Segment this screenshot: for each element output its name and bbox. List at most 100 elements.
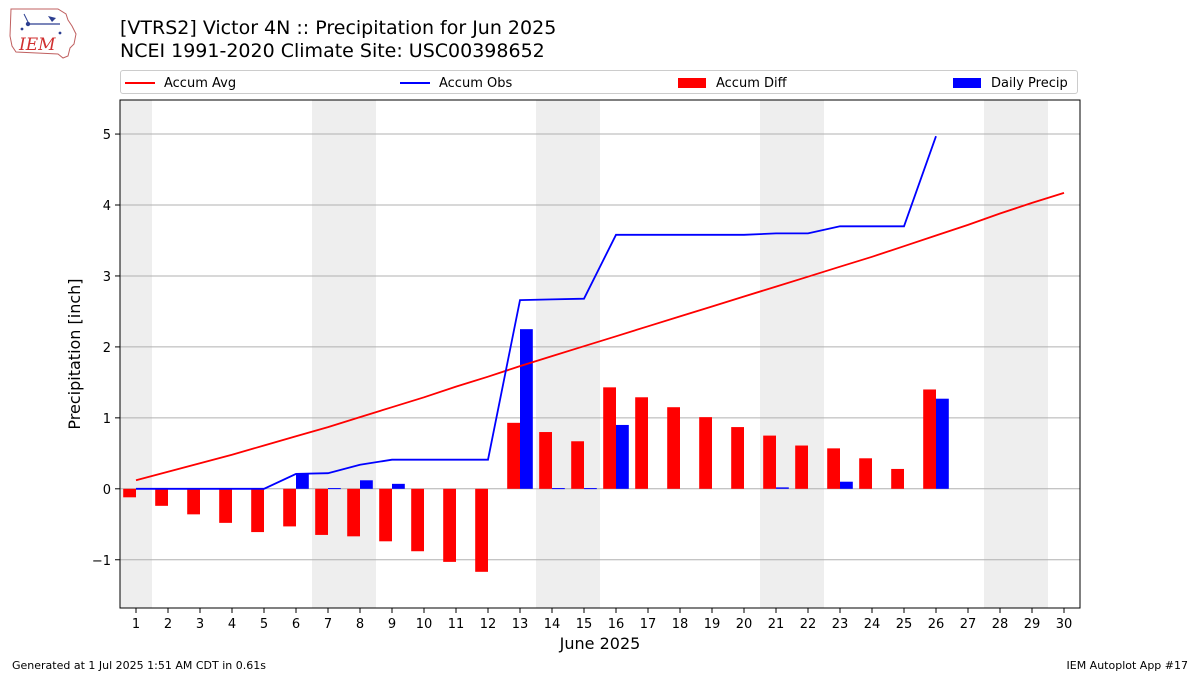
accum-diff-bar [443, 488, 456, 562]
daily-precip-bar [328, 488, 341, 490]
legend-item-accum-obs: Accum Obs [400, 74, 512, 92]
accum-diff-bar [219, 488, 232, 523]
legend: Accum Avg Accum Obs Accum Diff Daily Pre… [120, 70, 1078, 94]
weekend-shade [536, 100, 568, 608]
x-tick-label: 23 [832, 617, 849, 632]
accum-diff-bar [731, 427, 744, 489]
accum-diff-bar [571, 441, 584, 489]
weekend-shade [568, 100, 600, 608]
accum-diff-bar [475, 488, 488, 572]
x-tick-label: 14 [544, 617, 561, 632]
daily-precip-bar [392, 483, 405, 489]
daily-precip-bar [584, 488, 597, 490]
x-tick-label: 13 [512, 617, 529, 632]
x-tick-label: 16 [608, 617, 625, 632]
x-tick-label: 19 [704, 617, 721, 632]
daily-precip-bar [520, 329, 533, 489]
chart-title: [VTRS2] Victor 4N :: Precipitation for J… [120, 17, 557, 39]
y-tick-label: 1 [103, 412, 111, 427]
legend-swatch-daily-precip [953, 78, 981, 88]
daily-precip-bar [296, 473, 309, 489]
accum-diff-bar [827, 448, 840, 489]
legend-item-accum-diff: Accum Diff [678, 74, 787, 92]
legend-label-accum-obs: Accum Obs [439, 75, 513, 91]
weekend-shade [792, 100, 824, 608]
weekend-shade [760, 100, 792, 608]
legend-label-accum-diff: Accum Diff [716, 75, 787, 91]
x-tick-label: 9 [388, 617, 396, 632]
daily-precip-bar [360, 480, 373, 489]
x-tick-label: 24 [864, 617, 881, 632]
x-tick-label: 21 [768, 617, 785, 632]
x-tick-label: 27 [960, 617, 977, 632]
x-tick-label: 5 [260, 617, 268, 632]
chart-subtitle: NCEI 1991-2020 Climate Site: USC00398652 [120, 40, 545, 62]
legend-swatch-accum-diff [678, 78, 706, 88]
legend-item-daily-precip: Daily Precip [953, 74, 1068, 92]
daily-precip-bar [936, 398, 949, 489]
x-tick-label: 18 [672, 617, 689, 632]
x-tick-label: 6 [292, 617, 300, 632]
legend-swatch-accum-obs [400, 82, 430, 84]
accum-diff-bar [251, 488, 264, 533]
accum-obs-line [136, 135, 937, 490]
daily-precip-bar [776, 487, 789, 489]
accum-diff-bar [923, 389, 936, 489]
accum-diff-bar [699, 417, 712, 489]
plot-frame [119, 99, 1081, 609]
x-tick-label: 25 [896, 617, 913, 632]
x-tick-label: 20 [736, 617, 753, 632]
accum-diff-bar [635, 397, 648, 489]
daily-precip-bar [840, 481, 853, 489]
legend-swatch-accum-avg [125, 82, 155, 84]
x-tick-label: 8 [356, 617, 364, 632]
weather-station-icon [20, 13, 62, 35]
legend-label-accum-avg: Accum Avg [164, 75, 237, 91]
accum-diff-bar [795, 445, 808, 489]
accum-diff-bar [859, 458, 872, 489]
y-axis-label: Precipitation [inch] [65, 278, 84, 429]
x-tick-label: 7 [324, 617, 332, 632]
daily-precip-bar [552, 488, 565, 490]
accum-avg-line [135, 192, 1065, 482]
x-tick-label: 10 [416, 617, 433, 632]
x-tick-label: 29 [1024, 617, 1041, 632]
weekend-shade [984, 100, 1016, 608]
weekend-shade [1016, 100, 1048, 608]
accum-diff-bar [283, 488, 296, 527]
x-tick-label: 12 [480, 617, 497, 632]
y-tick-label: 4 [103, 199, 111, 214]
y-tick-label: 3 [103, 270, 111, 285]
x-axis-label: June 2025 [559, 634, 641, 653]
x-tick-label: 15 [576, 617, 593, 632]
accum-diff-bar [187, 488, 200, 515]
x-tick-label: 3 [196, 617, 204, 632]
iem-logo-text: IEM [18, 35, 56, 55]
accum-diff-bar [315, 488, 328, 535]
x-tick-label: 30 [1056, 617, 1073, 632]
x-tick-label: 4 [228, 617, 236, 632]
accum-diff-bar [155, 488, 168, 506]
legend-item-accum-avg: Accum Avg [125, 74, 236, 92]
y-tick-label: 2 [103, 341, 111, 356]
accum-diff-bar [411, 488, 424, 552]
weekend-shade [120, 100, 152, 608]
accum-diff-bar [891, 468, 904, 489]
iem-logo: IEM [9, 8, 77, 59]
y-tick-label: 5 [103, 128, 111, 143]
x-tick-label: 17 [640, 617, 657, 632]
daily-precip-bar [616, 424, 629, 489]
footer-generated-text: Generated at 1 Jul 2025 1:51 AM CDT in 0… [12, 659, 266, 672]
x-tick-label: 26 [928, 617, 945, 632]
accum-diff-bar [667, 407, 680, 489]
x-tick-label: 22 [800, 617, 817, 632]
y-tick-label: 0 [103, 483, 111, 498]
footer-app-text: IEM Autoplot App #17 [1066, 659, 1189, 672]
x-tick-label: 2 [164, 617, 172, 632]
x-tick-label: 11 [448, 617, 465, 632]
accum-diff-bar [603, 387, 616, 489]
x-tick-label: 28 [992, 617, 1009, 632]
x-tick-label: 1 [132, 617, 140, 632]
accum-diff-bar [763, 435, 776, 489]
